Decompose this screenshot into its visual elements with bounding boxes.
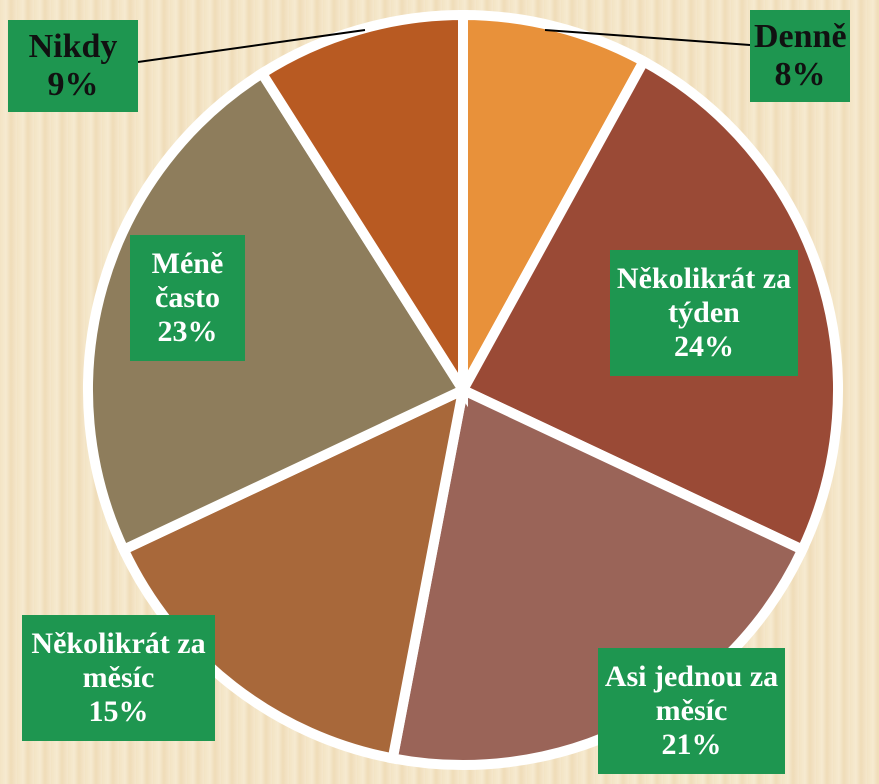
slice-label: Nikdy 9%: [8, 20, 138, 112]
pie-slice: [117, 381, 470, 765]
leader-line: [544, 29, 751, 46]
slice-label: Asi jednou za měsíc 21%: [598, 648, 785, 774]
pie-slice: [458, 9, 651, 393]
category-label: Několikrát za měsíc: [31, 627, 206, 694]
category-label: Několikrát za týden: [616, 262, 792, 329]
category-label: Asi jednou za měsíc: [604, 660, 779, 727]
category-label: Denně: [754, 18, 847, 55]
category-label: Méně často: [151, 247, 224, 314]
pie-slice: [255, 9, 468, 408]
value-label: 24%: [674, 330, 734, 363]
slice-label: Několikrát za týden 24%: [610, 250, 798, 376]
value-label: 15%: [88, 695, 149, 728]
value-label: 21%: [661, 728, 722, 761]
slice-label: Denně 8%: [750, 10, 850, 102]
pie-slice: [83, 66, 471, 557]
leader-line: [137, 29, 366, 63]
slice-label: Několikrát za měsíc 15%: [22, 615, 215, 741]
category-label: Nikdy: [28, 28, 118, 65]
value-label: 8%: [774, 56, 826, 93]
value-label: 9%: [47, 66, 99, 103]
value-label: 23%: [157, 315, 218, 348]
slice-label: Méně často 23%: [130, 235, 245, 361]
